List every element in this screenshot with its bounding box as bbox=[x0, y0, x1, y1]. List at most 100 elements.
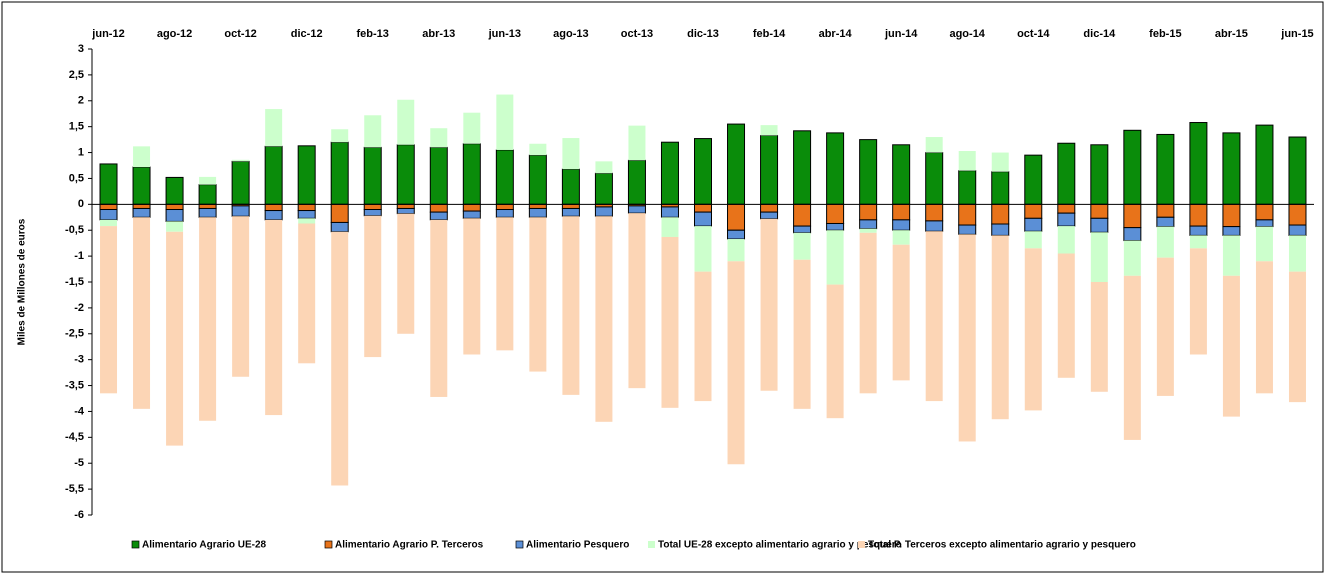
x-tick-label: oct-12 bbox=[224, 28, 256, 40]
bar-segment bbox=[925, 231, 943, 402]
bar-segment bbox=[991, 223, 1010, 236]
bar-segment bbox=[561, 168, 580, 205]
bar-segment bbox=[1156, 257, 1174, 396]
x-tick-label: oct-14 bbox=[1017, 28, 1050, 40]
legend-swatch bbox=[858, 541, 865, 548]
bar-segment bbox=[991, 171, 1010, 205]
bar-segment bbox=[793, 130, 812, 205]
bar-segment bbox=[859, 219, 878, 230]
bar-segment bbox=[793, 232, 811, 260]
x-tick-label: ago-13 bbox=[553, 28, 588, 40]
y-tick-label: 3 bbox=[78, 43, 84, 55]
bar-segment bbox=[198, 203, 217, 209]
bar-segment bbox=[694, 138, 712, 205]
bar-segment bbox=[528, 207, 547, 218]
bar-segment bbox=[165, 209, 184, 222]
y-tick-label: -1,5 bbox=[65, 276, 84, 288]
y-tick-label: 0,5 bbox=[69, 172, 84, 184]
bar-segment bbox=[1156, 226, 1174, 258]
y-tick-label: 2 bbox=[78, 95, 84, 107]
bar-segment bbox=[594, 206, 613, 217]
y-tick-label: -2,5 bbox=[65, 328, 84, 340]
bar-segment bbox=[397, 213, 415, 334]
x-tick-label: dic-13 bbox=[687, 28, 719, 40]
x-tick-label: abr-13 bbox=[422, 28, 455, 40]
legend-swatch bbox=[515, 540, 524, 549]
bar-segment bbox=[231, 205, 250, 217]
legend-label: Alimentario Agrario P. Terceros bbox=[335, 540, 484, 551]
x-tick-label: jun-14 bbox=[884, 28, 918, 40]
bar-segment bbox=[495, 149, 514, 205]
bar-segment bbox=[1090, 232, 1108, 282]
bar-segment bbox=[396, 207, 415, 215]
y-tick-label: 1 bbox=[78, 146, 84, 158]
bar-segment bbox=[1189, 203, 1208, 227]
bar-segment bbox=[1255, 203, 1274, 221]
bar-segment bbox=[331, 231, 349, 486]
y-tick-label: -3 bbox=[74, 354, 84, 366]
bar-segment bbox=[760, 211, 779, 220]
bar-segment bbox=[528, 203, 547, 209]
bar-segment bbox=[331, 129, 349, 143]
bar-segment bbox=[265, 219, 283, 416]
bar-segment bbox=[925, 220, 944, 232]
bar-segment bbox=[1057, 142, 1076, 205]
bar-segment bbox=[892, 203, 911, 221]
bar-segment bbox=[363, 209, 382, 217]
bar-segment bbox=[495, 203, 514, 211]
bar-segment bbox=[232, 216, 250, 377]
bar-segment bbox=[1255, 124, 1274, 205]
bar-segment bbox=[826, 132, 845, 205]
bar-segment bbox=[462, 203, 481, 212]
y-tick-label: 0 bbox=[78, 198, 84, 210]
bar-segment bbox=[562, 138, 580, 170]
bar-segment bbox=[991, 203, 1010, 225]
bar-segment bbox=[660, 206, 679, 218]
bar-segment bbox=[1255, 261, 1273, 394]
bar-segment bbox=[165, 176, 184, 205]
bar-segment bbox=[561, 203, 580, 209]
bar-segment bbox=[1057, 253, 1075, 378]
bar-segment bbox=[330, 141, 349, 205]
bar-segment bbox=[363, 203, 382, 211]
bar-segment bbox=[462, 143, 481, 205]
bar-segment bbox=[859, 228, 877, 233]
bar-segment bbox=[430, 219, 448, 397]
bar-segment bbox=[925, 137, 943, 153]
bar-segment bbox=[132, 203, 151, 209]
bar-segment bbox=[430, 128, 448, 148]
bar-segment bbox=[132, 207, 151, 218]
bar-segment bbox=[958, 203, 977, 226]
bar-segment bbox=[199, 217, 217, 421]
bar-segment bbox=[462, 210, 481, 219]
bar-segment bbox=[1156, 216, 1175, 228]
x-tick-label: abr-14 bbox=[819, 28, 853, 40]
bar-segment bbox=[1222, 203, 1241, 228]
bar-segment bbox=[100, 219, 118, 227]
bar-segment bbox=[297, 145, 316, 205]
bar-segment bbox=[826, 222, 845, 231]
bar-segment bbox=[793, 259, 811, 409]
bar-segment bbox=[595, 216, 613, 422]
bar-segment bbox=[561, 207, 580, 217]
bar-segment bbox=[694, 203, 712, 213]
bar-segment bbox=[892, 244, 910, 381]
bar-segment bbox=[991, 235, 1009, 420]
y-tick-label: -5 bbox=[74, 457, 84, 469]
bar-segment bbox=[1024, 217, 1043, 232]
bar-segment bbox=[793, 225, 812, 234]
bar-segment bbox=[1123, 275, 1141, 440]
x-tick-label: oct-13 bbox=[621, 28, 653, 40]
legend-swatch bbox=[131, 540, 140, 549]
bar-segment bbox=[595, 161, 613, 174]
bar-segment bbox=[1123, 240, 1141, 276]
bar-segment bbox=[694, 226, 712, 272]
y-tick-label: -5,5 bbox=[65, 483, 84, 495]
bar-segment bbox=[528, 154, 547, 205]
bar-segment bbox=[892, 219, 911, 231]
x-tick-label: feb-14 bbox=[753, 28, 786, 40]
bar-segment bbox=[826, 230, 844, 285]
x-tick-label: jun-13 bbox=[488, 28, 521, 40]
bar-segment bbox=[727, 203, 746, 231]
bar-segment bbox=[1222, 132, 1241, 205]
